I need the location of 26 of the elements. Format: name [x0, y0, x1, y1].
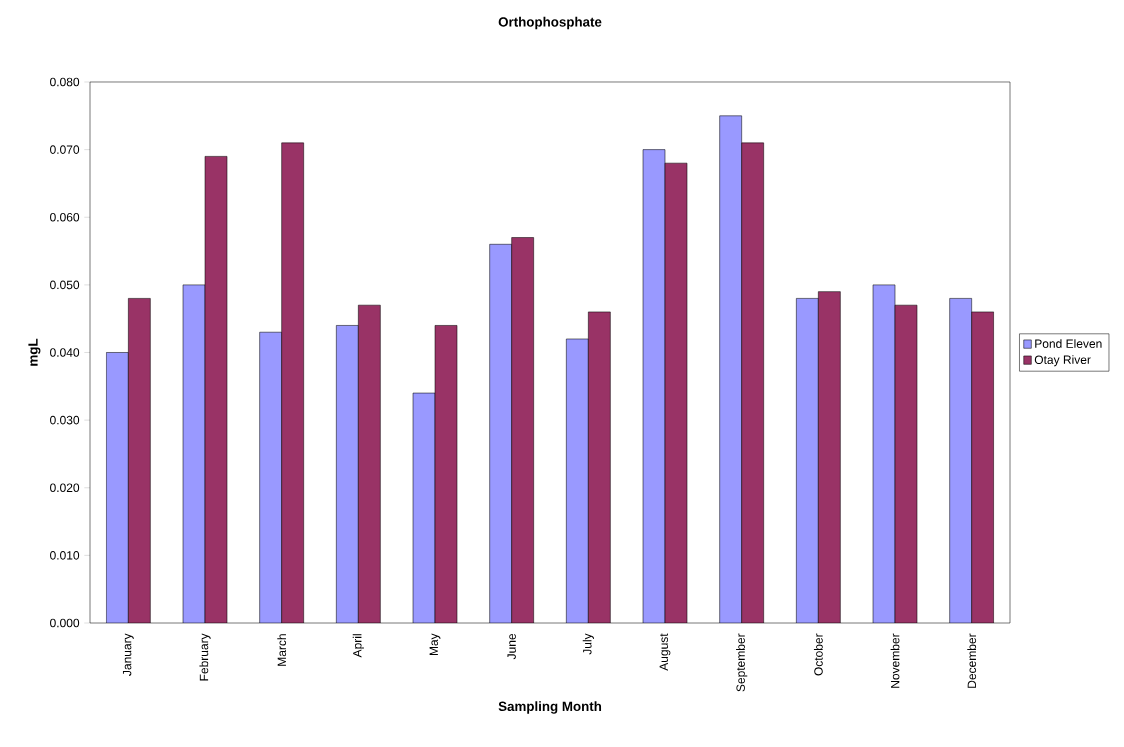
x-tick-label: July	[582, 633, 594, 655]
x-tick-label: September	[736, 633, 748, 692]
legend-label: Pond Eleven	[1035, 339, 1102, 348]
y-tick-label: 0.060	[50, 212, 80, 222]
y-tick-label: 0.040	[50, 348, 80, 357]
legend-label: Otay River	[1034, 355, 1091, 367]
y-tick-label: 0.070	[50, 145, 80, 154]
y-tick-label: 0.080	[50, 77, 80, 87]
x-tick-label: March	[277, 634, 287, 666]
x-tick-label: May	[429, 633, 441, 656]
y-tick-label: 0.010	[50, 551, 80, 560]
y-axis-title: mgL	[28, 338, 41, 366]
x-axis-title: Sampling Month	[498, 701, 602, 714]
y-tick-label: 0.030	[50, 415, 80, 425]
x-tick-label: June	[507, 633, 516, 660]
x-tick-label: February	[199, 633, 211, 681]
x-tick-label: November	[890, 633, 900, 688]
x-tick-label: December	[967, 633, 977, 688]
x-tick-label: August	[659, 633, 671, 671]
y-tick-label: 0.000	[50, 618, 80, 628]
x-tick-label: January	[122, 633, 134, 676]
x-tick-label: October	[813, 633, 823, 676]
y-tick-label: 0.020	[50, 483, 80, 493]
y-tick-label: 0.050	[50, 280, 80, 290]
chart-title: Orthophosphate	[498, 16, 602, 30]
x-tick-label: April	[352, 634, 364, 658]
